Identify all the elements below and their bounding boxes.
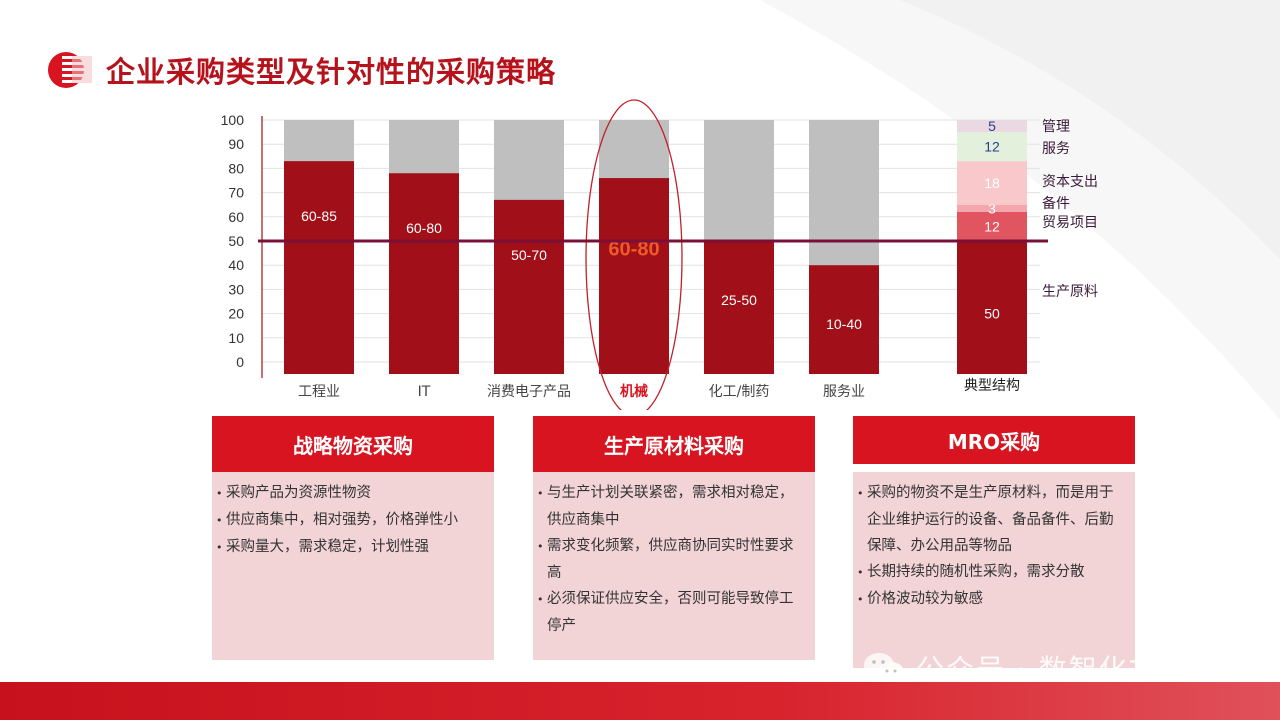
legend-label: 服务 <box>1042 141 1070 157</box>
x-tick-label: IT <box>418 384 431 400</box>
card-title: MRO采购 <box>853 416 1135 464</box>
segment-label: 3 <box>988 200 996 216</box>
bar <box>599 178 669 374</box>
y-tick-label: 40 <box>228 257 244 273</box>
card-item: 必须保证供应安全，否则可能导致停工停产 <box>537 586 807 639</box>
y-tick-label: 10 <box>228 330 244 346</box>
card-title: 生产原材料采购 <box>533 416 815 472</box>
bar-label: 50-70 <box>511 247 547 263</box>
watermark-text: 公众号 · 数智化文库 <box>916 653 1189 686</box>
y-tick-label: 0 <box>236 354 244 370</box>
bar-label: 60-80 <box>608 238 659 260</box>
card-item: 价格波动较为敏感 <box>857 586 1127 613</box>
legend-label: 贸易项目 <box>1042 215 1098 231</box>
card-title: 战略物资采购 <box>212 416 494 472</box>
typical-segment <box>957 204 1027 212</box>
bar-label: 60-80 <box>406 220 442 236</box>
x-tick-label: 工程业 <box>298 384 340 400</box>
highlight-ellipse <box>585 99 683 410</box>
card-item: 采购产品为资源性物资 <box>216 480 486 507</box>
x-tick-label: 化工/制药 <box>709 384 770 400</box>
legend-label: 备件 <box>1042 195 1070 212</box>
bar <box>704 241 774 374</box>
bar-label: 25-50 <box>721 292 757 308</box>
y-tick-label: 20 <box>228 306 244 322</box>
y-tick-label: 70 <box>228 185 244 201</box>
raw-material-procurement-card: 生产原材料采购 与生产计划关联紧密，需求相对稳定，供应商集中 需求变化频繁，供应… <box>533 416 815 660</box>
card-item: 长期持续的随机性采购，需求分散 <box>857 559 1127 586</box>
typical-segment <box>957 132 1027 162</box>
wechat-icon <box>864 653 904 682</box>
footer-band <box>0 682 1280 720</box>
y-tick-label: 100 <box>221 112 245 128</box>
y-tick-label: 50 <box>228 233 244 249</box>
card-item: 需求变化频繁，供应商协同实时性要求高 <box>537 533 807 586</box>
legend-label: 管理 <box>1042 119 1070 135</box>
header: 企业采购类型及针对性的采购策略 <box>44 48 556 92</box>
bar <box>494 199 564 374</box>
watermark: 公众号 · 数智化文库 <box>862 648 1189 688</box>
x-tick-label: 消费电子产品 <box>487 384 571 400</box>
bar <box>809 265 879 374</box>
card-body: 采购的物资不是生产原材料，而是用于企业维护运行的设备、备品备件、后勤保障、办公用… <box>853 472 1135 668</box>
y-tick-label: 60 <box>228 209 244 225</box>
x-tick-label: 机械 <box>620 383 648 400</box>
mro-procurement-card: MRO采购 采购的物资不是生产原材料，而是用于企业维护运行的设备、备品备件、后勤… <box>853 416 1135 668</box>
card-body: 与生产计划关联紧密，需求相对稳定，供应商集中 需求变化频繁，供应商协同实时性要求… <box>533 472 815 660</box>
segment-label: 18 <box>984 175 1000 191</box>
procurement-chart: 100908070605040302010060-85工程业60-80IT50-… <box>221 99 1098 410</box>
x-tick-label: 典型结构 <box>964 378 1020 394</box>
typical-segment <box>957 120 1027 133</box>
y-tick-label: 90 <box>228 136 244 152</box>
segment-label: 5 <box>988 118 996 134</box>
y-tick-label: 30 <box>228 281 244 297</box>
segment-label: 50 <box>984 306 1000 322</box>
page-title: 企业采购类型及针对性的采购策略 <box>106 55 557 89</box>
typical-segment <box>957 161 1027 205</box>
bar-label: 10-40 <box>826 316 862 332</box>
legend-label: 生产原料 <box>1042 284 1098 300</box>
segment-label: 12 <box>984 139 1000 155</box>
card-body: 采购产品为资源性物资 供应商集中，相对强势，价格弹性小 采购量大，需求稳定，计划… <box>212 472 494 660</box>
strategic-procurement-card: 战略物资采购 采购产品为资源性物资 供应商集中，相对强势，价格弹性小 采购量大，… <box>212 416 494 660</box>
card-item: 采购量大，需求稳定，计划性强 <box>216 534 486 561</box>
typical-segment <box>957 241 1027 374</box>
segment-label: 12 <box>984 218 1000 234</box>
x-tick-label: 服务业 <box>823 384 865 400</box>
card-item: 采购的物资不是生产原材料，而是用于企业维护运行的设备、备品备件、后勤保障、办公用… <box>857 480 1127 559</box>
bar-label: 60-85 <box>301 208 337 224</box>
card-item: 供应商集中，相对强势，价格弹性小 <box>216 507 486 534</box>
bar <box>284 161 354 374</box>
typical-segment <box>957 211 1027 241</box>
legend-label: 资本支出 <box>1042 174 1098 190</box>
card-item: 与生产计划关联紧密，需求相对稳定，供应商集中 <box>537 480 807 533</box>
y-tick-label: 80 <box>228 160 244 176</box>
bar <box>389 173 459 374</box>
logo-icon <box>48 52 92 88</box>
